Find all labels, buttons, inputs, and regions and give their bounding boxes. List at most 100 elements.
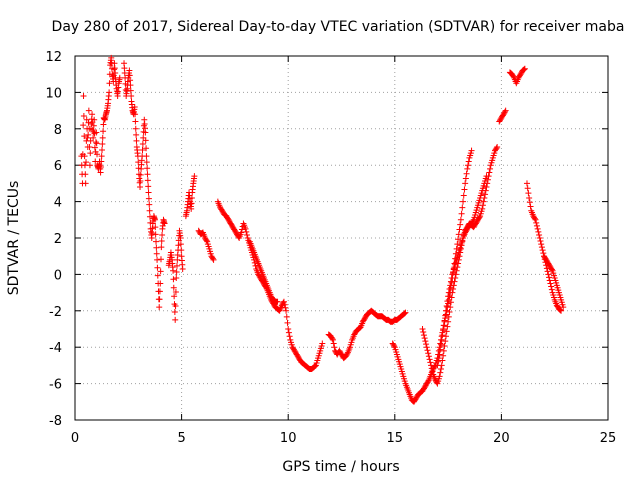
data-point: [548, 266, 555, 273]
data-point: [85, 119, 92, 126]
data-point: [281, 301, 288, 308]
y-tick-label: 2: [54, 232, 62, 247]
data-point: [242, 225, 249, 232]
data-point: [81, 153, 88, 160]
data-point: [98, 158, 105, 165]
data-point: [171, 309, 178, 316]
data-point: [531, 215, 538, 222]
y-axis-label: SDTVAR / TECUs: [6, 181, 22, 296]
data-point: [146, 201, 153, 208]
data-point: [188, 205, 195, 212]
data-point: [93, 129, 100, 136]
data-point: [154, 272, 161, 279]
data-point: [443, 328, 450, 335]
data-point: [455, 231, 462, 238]
data-point: [457, 216, 464, 223]
data-point: [151, 216, 158, 223]
data-point: [170, 276, 177, 283]
data-point: [170, 284, 177, 291]
data-point: [152, 231, 159, 238]
data-point: [156, 296, 163, 303]
data-point: [157, 256, 164, 263]
data-point: [139, 147, 146, 154]
x-tick-label: 15: [387, 431, 404, 446]
data-point: [447, 299, 454, 306]
data-point: [447, 282, 454, 289]
data-point: [91, 116, 98, 123]
data-point: [137, 171, 144, 178]
data-point: [548, 283, 555, 290]
data-point: [423, 344, 430, 351]
data-point: [142, 137, 149, 144]
data-point: [437, 366, 444, 373]
data-point: [524, 185, 531, 192]
data-point: [445, 289, 452, 296]
data-point: [203, 237, 210, 244]
data-point: [286, 333, 293, 340]
data-point: [557, 307, 564, 314]
x-tick-label: 10: [280, 431, 297, 446]
data-series: [78, 54, 567, 405]
data-point: [536, 231, 543, 238]
data-point: [480, 198, 487, 205]
data-point: [425, 353, 432, 360]
data-point: [422, 338, 429, 345]
data-point: [402, 309, 409, 316]
data-point: [434, 362, 441, 369]
data-point: [144, 177, 151, 184]
data-point: [425, 378, 432, 385]
data-point: [391, 342, 398, 349]
data-point: [170, 267, 177, 274]
data-point: [82, 180, 89, 187]
data-point: [440, 322, 447, 329]
data-point: [458, 210, 465, 217]
data-point: [209, 255, 216, 262]
data-point: [153, 244, 160, 251]
data-point: [538, 244, 545, 251]
axis-ticks: 0 5 10 15 20 25 -8 -6 -4 -2 0 2 4 6 8 10 12: [45, 50, 616, 446]
data-point: [428, 362, 435, 369]
data-point: [501, 108, 508, 115]
data-point: [132, 111, 139, 118]
data-point: [143, 145, 150, 152]
data-point: [161, 220, 168, 227]
data-point: [445, 293, 452, 300]
data-point: [85, 131, 92, 138]
data-point: [243, 231, 250, 238]
y-tick-label: 10: [45, 86, 62, 101]
data-point: [461, 186, 468, 193]
data-point: [444, 298, 451, 305]
data-point: [171, 293, 178, 300]
data-point: [547, 280, 554, 287]
y-tick-label: 8: [54, 123, 62, 138]
data-point: [482, 191, 489, 198]
data-point: [191, 173, 198, 180]
data-point: [356, 325, 363, 332]
data-point: [440, 352, 447, 359]
data-point: [532, 216, 539, 223]
data-point: [144, 171, 151, 178]
data-point: [87, 150, 94, 157]
data-point: [93, 140, 100, 147]
data-point: [159, 231, 166, 238]
plot-frame: [74, 55, 609, 421]
data-point: [97, 164, 104, 171]
data-point: [87, 137, 94, 144]
data-point: [435, 358, 442, 365]
data-point: [421, 335, 428, 342]
data-point: [526, 194, 533, 201]
data-point: [440, 327, 447, 334]
data-point: [441, 342, 448, 349]
data-point: [494, 144, 501, 150]
data-point: [154, 264, 161, 271]
data-point: [446, 309, 453, 316]
data-point: [446, 285, 453, 292]
data-point: [319, 340, 326, 347]
data-point: [283, 307, 290, 314]
data-point: [444, 323, 451, 330]
data-point: [437, 341, 444, 348]
data-point: [157, 280, 164, 287]
data-point: [534, 225, 541, 232]
data-point: [154, 256, 161, 263]
data-point: [546, 277, 553, 284]
